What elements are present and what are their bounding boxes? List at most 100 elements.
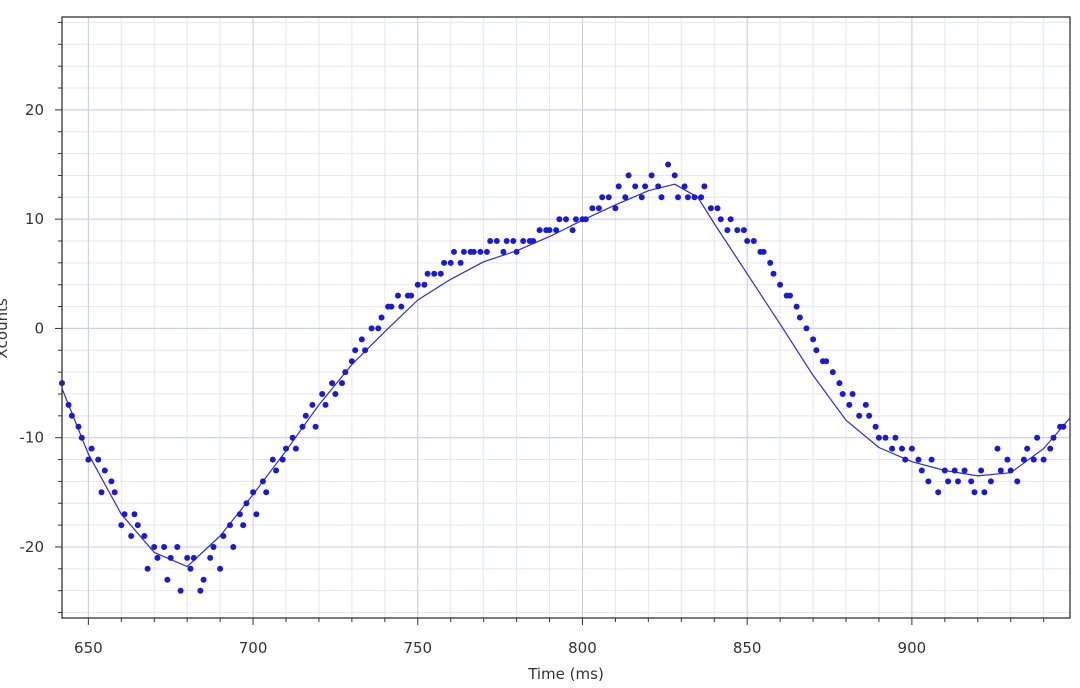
data-point <box>625 172 632 179</box>
data-point <box>299 423 306 430</box>
data-point <box>530 238 537 244</box>
data-point <box>230 544 237 550</box>
data-point <box>395 292 401 299</box>
data-point <box>572 216 579 223</box>
data-point <box>154 554 161 561</box>
data-point <box>269 456 276 463</box>
data-point <box>595 205 602 212</box>
data-point <box>701 183 708 190</box>
data-point <box>994 445 1001 452</box>
data-point <box>872 423 879 430</box>
data-point <box>121 511 128 518</box>
data-point <box>128 533 135 539</box>
data-point <box>161 544 168 550</box>
data-point <box>197 587 204 594</box>
data-point <box>632 183 639 190</box>
data-point <box>240 522 247 529</box>
data-point <box>259 478 266 485</box>
y-tick-label: 10 <box>25 210 44 228</box>
data-point <box>1050 434 1057 441</box>
data-point <box>200 576 207 583</box>
data-point <box>582 216 589 223</box>
y-axis-ticks: 20 10 0 -10 -20 <box>20 21 62 614</box>
data-point <box>362 347 369 354</box>
data-point <box>717 216 724 223</box>
data-point <box>1004 456 1011 463</box>
data-point <box>302 412 309 419</box>
data-point <box>1024 445 1031 452</box>
data-point <box>101 467 108 474</box>
y-axis-title: Xcounts <box>0 298 11 359</box>
data-point <box>273 467 280 474</box>
data-point <box>714 205 721 212</box>
data-point <box>283 445 289 452</box>
data-point <box>787 292 793 299</box>
data-point <box>263 489 270 496</box>
data-point <box>329 380 336 387</box>
data-points-layer <box>59 161 1067 594</box>
data-point <box>253 511 260 518</box>
data-point <box>684 194 691 201</box>
data-point <box>207 554 214 561</box>
data-point <box>184 554 191 561</box>
data-point <box>740 227 747 234</box>
x-tick-label: 750 <box>403 639 432 657</box>
data-point <box>292 445 299 452</box>
data-point <box>599 194 606 201</box>
data-point <box>658 194 665 201</box>
data-point <box>556 216 563 223</box>
x-axis-title: Time (ms) <box>527 665 604 683</box>
data-point <box>174 544 181 550</box>
plot-frame <box>61 16 1071 619</box>
data-point <box>553 227 560 234</box>
data-point <box>322 401 329 408</box>
data-point <box>352 347 359 354</box>
data-point <box>955 478 961 485</box>
data-point <box>655 183 662 190</box>
data-point <box>836 380 843 387</box>
data-point <box>1047 445 1054 452</box>
data-point <box>945 478 952 485</box>
data-point <box>846 401 853 408</box>
data-point <box>941 467 948 474</box>
data-point <box>1020 456 1027 463</box>
data-point <box>589 205 596 212</box>
data-point <box>1014 478 1021 485</box>
data-point <box>908 445 915 452</box>
data-point <box>849 391 856 397</box>
data-point <box>793 303 800 310</box>
data-point <box>279 456 286 463</box>
data-point <box>88 445 95 452</box>
data-point <box>398 303 405 310</box>
data-point <box>348 358 355 365</box>
x-tick-label: 850 <box>733 639 762 657</box>
data-point <box>727 216 734 223</box>
data-point <box>951 467 958 474</box>
data-point <box>691 194 698 201</box>
data-point <box>437 270 444 277</box>
data-point <box>1060 423 1067 430</box>
data-point <box>1007 467 1014 474</box>
data-point <box>961 467 968 474</box>
data-point <box>75 423 82 430</box>
data-point <box>675 194 681 201</box>
data-point <box>1034 434 1041 441</box>
data-point <box>190 554 197 561</box>
data-point <box>500 248 507 255</box>
data-point <box>358 336 365 343</box>
data-point <box>770 270 777 277</box>
data-point <box>971 489 978 496</box>
data-point <box>981 489 988 496</box>
data-point <box>823 358 830 365</box>
data-point <box>612 205 619 212</box>
data-point <box>899 445 905 452</box>
data-point <box>151 544 158 550</box>
data-point <box>889 445 896 452</box>
data-point <box>421 281 428 288</box>
data-point <box>167 554 174 561</box>
data-point <box>918 467 925 474</box>
data-point <box>312 423 319 430</box>
data-point <box>536 227 543 234</box>
data-point <box>546 227 553 234</box>
data-point <box>796 314 803 321</box>
